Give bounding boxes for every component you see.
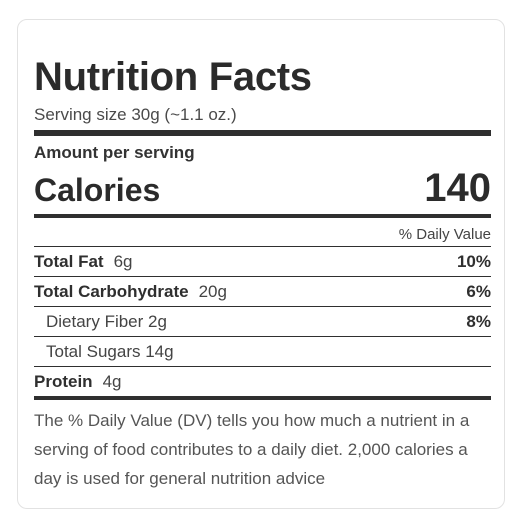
nutrient-dv: 8%	[466, 311, 491, 331]
nutrient-name: Dietary Fiber 2g	[46, 311, 167, 331]
calories-value: 140	[424, 166, 491, 210]
calories-label: Calories	[34, 172, 161, 208]
nutrient-row-total-fat: Total Fat 6g 10%	[34, 246, 491, 276]
thick-divider	[34, 130, 491, 136]
nutrient-row-total-carbohydrate: Total Carbohydrate 20g 6%	[34, 276, 491, 306]
daily-value-header: % Daily Value	[398, 226, 491, 243]
panel-title: Nutrition Facts	[34, 55, 312, 99]
nutrient-name: Total Sugars 14g	[46, 341, 174, 361]
nutrient-amount: 20g	[198, 281, 227, 301]
nutrition-facts-card: Nutrition Facts Serving size 30g (~1.1 o…	[17, 19, 505, 509]
amount-per-serving: Amount per serving	[34, 143, 195, 162]
nutrient-amount: 6g	[113, 251, 133, 271]
nutrition-panel: Nutrition Facts Serving size 30g (~1.1 o…	[34, 54, 491, 493]
nutrient-name: Protein	[34, 371, 93, 391]
footnote: The % Daily Value (DV) tells you how muc…	[34, 411, 470, 488]
medium-divider	[34, 396, 491, 400]
nutrient-name: Total Fat	[34, 251, 104, 271]
nutrient-row-dietary-fiber: Dietary Fiber 2g 8%	[34, 306, 491, 336]
nutrient-amount: 4g	[102, 371, 122, 391]
nutrient-row-protein: Protein 4g	[34, 366, 491, 396]
nutrient-dv: 6%	[466, 281, 491, 301]
medium-divider	[34, 214, 491, 218]
nutrient-row-total-sugars: Total Sugars 14g	[34, 336, 491, 366]
nutrient-dv: 10%	[456, 251, 491, 271]
calories-row: Calories 140	[34, 166, 491, 214]
nutrient-name: Total Carbohydrate	[34, 281, 189, 301]
serving-size: Serving size 30g (~1.1 oz.)	[34, 105, 237, 124]
